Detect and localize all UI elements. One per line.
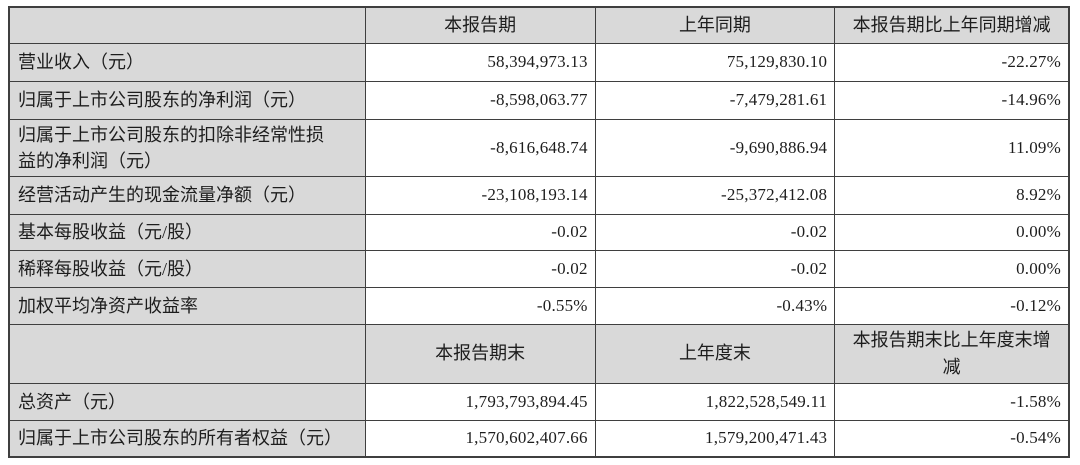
- table-row-total-assets: 总资产（元） 1,793,793,894.45 1,822,528,549.11…: [8, 382, 1070, 421]
- col-header-yearend-change: 本报告期末比上年度末增 减: [834, 323, 1070, 384]
- prior-period-cell: 1,579,200,471.43: [594, 419, 836, 458]
- prior-period-cell: 1,822,528,549.11: [594, 382, 836, 421]
- period-header-row: 本报告期 上年同期 本报告期比上年同期增减: [8, 6, 1070, 44]
- current-period-cell: -0.55%: [364, 286, 596, 325]
- change-cell: -22.27%: [834, 42, 1070, 82]
- table-row-diluted-eps: 稀释每股收益（元/股） -0.02 -0.02 0.00%: [8, 249, 1070, 288]
- change-cell: -1.58%: [834, 382, 1070, 421]
- metric-label-cell: 营业收入（元）: [8, 42, 366, 82]
- col-header-prior-yearend: 上年度末: [594, 323, 836, 384]
- current-period-cell: 58,394,973.13: [364, 42, 596, 82]
- yearend-header-row: 本报告期末 上年度末 本报告期末比上年度末增 减: [8, 323, 1070, 384]
- metric-label-cell: 归属于上市公司股东的扣除非经常性损 益的净利润（元）: [8, 118, 366, 177]
- prior-period-cell: -9,690,886.94: [594, 118, 836, 177]
- table-row-net-profit-excl-nonrecurring: 归属于上市公司股东的扣除非经常性损 益的净利润（元） -8,616,648.74…: [8, 118, 1070, 177]
- change-cell: 0.00%: [834, 213, 1070, 251]
- table-row-weighted-avg-roe: 加权平均净资产收益率 -0.55% -0.43% -0.12%: [8, 286, 1070, 325]
- current-period-cell: -23,108,193.14: [364, 175, 596, 215]
- col-header-period-change: 本报告期比上年同期增减: [834, 6, 1070, 44]
- metric-label-cell: 归属于上市公司股东的净利润（元）: [8, 80, 366, 120]
- table-row-operating-cash-flow: 经营活动产生的现金流量净额（元） -23,108,193.14 -25,372,…: [8, 175, 1070, 215]
- financial-summary: 本报告期 上年同期 本报告期比上年同期增减 营业收入（元） 58,394,973…: [8, 6, 1070, 459]
- col-header-period-end: 本报告期末: [364, 323, 596, 384]
- prior-period-cell: -0.02: [594, 213, 836, 251]
- metric-label-cell: 基本每股收益（元/股）: [8, 213, 366, 251]
- metric-label-cell: 稀释每股收益（元/股）: [8, 249, 366, 288]
- col-header-current-period: 本报告期: [364, 6, 596, 44]
- current-period-cell: 1,570,602,407.66: [364, 419, 596, 458]
- prior-period-cell: -0.43%: [594, 286, 836, 325]
- blank-header-cell: [8, 6, 366, 44]
- table-row-revenue: 营业收入（元） 58,394,973.13 75,129,830.10 -22.…: [8, 42, 1070, 82]
- current-period-cell: -0.02: [364, 213, 596, 251]
- table-row-basic-eps: 基本每股收益（元/股） -0.02 -0.02 0.00%: [8, 213, 1070, 251]
- current-period-cell: -0.02: [364, 249, 596, 288]
- change-cell: 11.09%: [834, 118, 1070, 177]
- current-period-cell: 1,793,793,894.45: [364, 382, 596, 421]
- metric-label-cell: 归属于上市公司股东的所有者权益（元）: [8, 419, 366, 458]
- current-period-cell: -8,616,648.74: [364, 118, 596, 177]
- prior-period-cell: -7,479,281.61: [594, 80, 836, 120]
- change-cell: -0.12%: [834, 286, 1070, 325]
- col-header-prior-period: 上年同期: [594, 6, 836, 44]
- metric-label-cell: 加权平均净资产收益率: [8, 286, 366, 325]
- change-cell: 0.00%: [834, 249, 1070, 288]
- metric-label-cell: 经营活动产生的现金流量净额（元）: [8, 175, 366, 215]
- financial-summary-table: 本报告期 上年同期 本报告期比上年同期增减 营业收入（元） 58,394,973…: [8, 6, 1070, 459]
- metric-label-cell: 总资产（元）: [8, 382, 366, 421]
- prior-period-cell: -0.02: [594, 249, 836, 288]
- change-cell: 8.92%: [834, 175, 1070, 215]
- change-cell: -0.54%: [834, 419, 1070, 458]
- prior-period-cell: -25,372,412.08: [594, 175, 836, 215]
- change-cell: -14.96%: [834, 80, 1070, 120]
- current-period-cell: -8,598,063.77: [364, 80, 596, 120]
- table-row-net-profit: 归属于上市公司股东的净利润（元） -8,598,063.77 -7,479,28…: [8, 80, 1070, 120]
- blank-header-cell: [8, 323, 366, 384]
- prior-period-cell: 75,129,830.10: [594, 42, 836, 82]
- table-row-shareholders-equity: 归属于上市公司股东的所有者权益（元） 1,570,602,407.66 1,57…: [8, 419, 1070, 458]
